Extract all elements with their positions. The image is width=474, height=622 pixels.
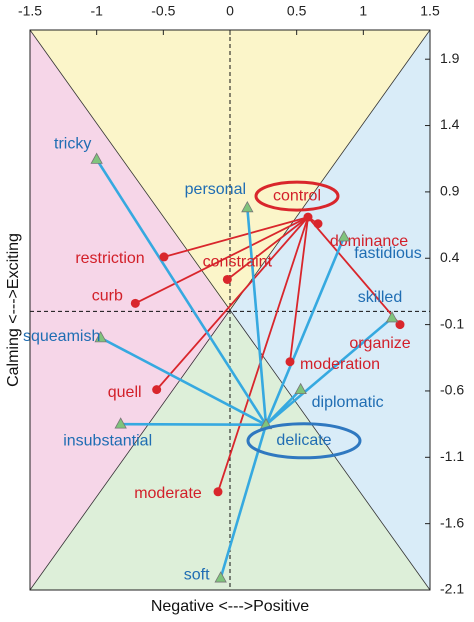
y-tick-label: -1.6 bbox=[440, 514, 464, 530]
point-label: constraint bbox=[203, 254, 273, 271]
point bbox=[152, 385, 162, 395]
x-tick-label: 0 bbox=[226, 3, 234, 19]
point-label: dominance bbox=[330, 233, 408, 250]
hub-highlight bbox=[246, 422, 362, 460]
y-axis-title: Calming <--->Exciting bbox=[5, 233, 22, 387]
point bbox=[94, 331, 107, 343]
point bbox=[313, 219, 323, 229]
link bbox=[265, 316, 393, 426]
link bbox=[120, 422, 267, 427]
point bbox=[294, 382, 307, 395]
point-label: fastidious bbox=[354, 245, 422, 262]
link bbox=[163, 216, 309, 258]
link bbox=[155, 216, 309, 391]
point bbox=[303, 212, 313, 222]
point bbox=[337, 230, 351, 242]
y-tick-label: 0.4 bbox=[440, 249, 460, 265]
y-tick-label: 0.9 bbox=[440, 183, 460, 199]
x-tick-label: -0.5 bbox=[151, 3, 175, 19]
y-tick-label: -2.1 bbox=[440, 581, 464, 597]
link bbox=[226, 216, 309, 281]
link bbox=[100, 336, 267, 426]
point-label: moderate bbox=[134, 485, 202, 502]
point-label: squeamish bbox=[23, 328, 100, 345]
point bbox=[222, 274, 232, 284]
x-tick-label: -1 bbox=[90, 3, 103, 19]
y-tick-label: 1.4 bbox=[440, 116, 460, 132]
point-label: diplomatic bbox=[312, 394, 384, 411]
link bbox=[265, 388, 302, 426]
link bbox=[264, 236, 346, 426]
point-label: moderation bbox=[300, 356, 380, 373]
point bbox=[285, 357, 295, 367]
link bbox=[217, 216, 309, 493]
point-label: quell bbox=[108, 384, 142, 401]
x-tick-label: 1.5 bbox=[420, 3, 440, 19]
link bbox=[289, 216, 309, 362]
point bbox=[90, 152, 103, 164]
point bbox=[241, 200, 254, 213]
y-tick-label: -1.1 bbox=[440, 448, 464, 464]
plot-frame bbox=[29, 29, 431, 591]
y-tick-label: 1.9 bbox=[440, 50, 460, 66]
link bbox=[95, 158, 268, 426]
point bbox=[214, 571, 227, 583]
y-tick-label: -0.6 bbox=[440, 382, 464, 398]
point-label: restriction bbox=[75, 250, 144, 267]
link bbox=[246, 207, 268, 425]
point-label: soft bbox=[184, 566, 210, 583]
point bbox=[130, 298, 140, 308]
region-left bbox=[30, 30, 230, 590]
hub-label: delicate bbox=[276, 432, 331, 449]
x-tick-label: 1 bbox=[359, 3, 367, 19]
hub-label: control bbox=[273, 187, 321, 204]
point bbox=[385, 311, 399, 323]
x-tick-label: -1.5 bbox=[18, 3, 42, 19]
x-tick-label: 0.5 bbox=[287, 3, 307, 19]
link bbox=[307, 216, 401, 326]
point-label: curb bbox=[92, 288, 123, 305]
point-label: insubstantial bbox=[63, 432, 152, 449]
point-label: organize bbox=[349, 335, 410, 352]
y-tick-label: -0.1 bbox=[440, 315, 464, 331]
point-label: personal bbox=[185, 181, 246, 198]
link bbox=[134, 216, 309, 305]
hub-highlight bbox=[254, 180, 340, 212]
point-label: tricky bbox=[54, 136, 91, 153]
point bbox=[159, 252, 169, 262]
region-right bbox=[230, 30, 430, 590]
point-label: skilled bbox=[358, 289, 402, 306]
point bbox=[213, 487, 223, 497]
point bbox=[114, 417, 127, 429]
x-axis-title: Negative <--->Positive bbox=[151, 598, 309, 615]
